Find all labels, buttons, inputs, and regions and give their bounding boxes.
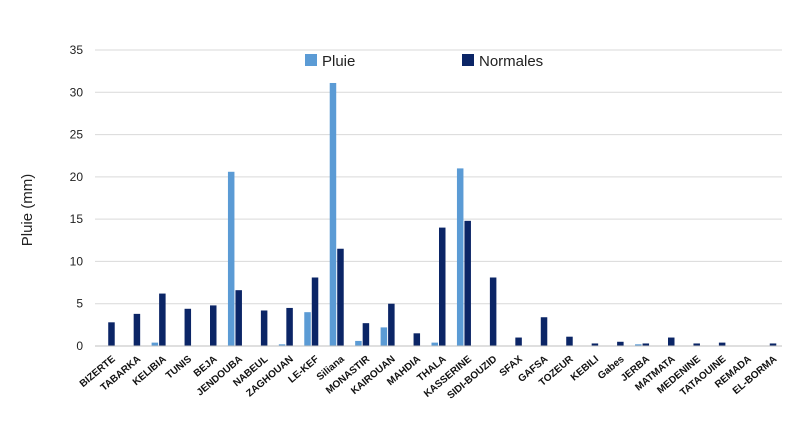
bar-normales-kebili [591,343,599,346]
bar-normales-kelibia [159,293,166,346]
legend-swatch-normales [462,54,474,66]
bar-normales-matmata [668,337,675,346]
legend: Pluie Normales [305,53,543,70]
bar-pluie-zaghouan [278,344,286,346]
bar-normales-kairouan [388,303,395,346]
bars [108,82,777,347]
y-tick-label: 20 [70,170,84,184]
bar-pluie-jerba [635,344,642,346]
y-tick-label: 5 [76,297,83,311]
y-tick-label: 10 [70,254,84,268]
y-axis-label: Pluie (mm) [19,174,36,247]
bar-normales-bizerte [108,322,115,346]
bar-normales-le-kef [311,277,319,346]
y-gridlines [95,49,782,305]
y-tick-labels: 0 5 10 15 20 25 30 35 [70,43,84,353]
bar-pluie-kairouan [380,327,388,346]
bar-pluie-kelibia [151,342,159,346]
bar-pluie-kasserine [456,168,464,346]
bar-normales-gafsa [540,317,548,346]
bar-normales-kasserine [464,220,471,346]
bar-normales-beja [210,305,217,346]
bar-normales-jendouba [235,290,242,346]
x-tick-labels: BIZERTETABARKAKELIBIATUNISBEJAJENDOUBANA… [78,353,779,401]
bar-normales-nabeul [260,310,268,346]
bar-normales-mahdia [413,333,421,346]
bar-normales-sfax [515,337,522,346]
bar-normales-tataouine [718,342,726,346]
bar-normales-tunis [184,308,192,346]
bar-normales-zaghouan [286,307,293,346]
y-tick-label: 25 [70,128,84,142]
legend-label-pluie: Pluie [322,53,355,70]
bar-normales-jerba [642,343,650,346]
legend-swatch-pluie [305,54,317,66]
bar-normales-tozeur [566,336,573,346]
bar-normales-tabarka [133,313,141,346]
bar-normales-gabes [617,341,624,346]
bar-pluie-le-kef [304,312,311,346]
x-tick-label: TUNIS [164,354,194,382]
legend-label-normales: Normales [479,53,543,70]
bar-normales-monastir [362,323,370,346]
bar-normales-siliana [337,248,344,346]
bar-pluie-siliana [329,82,337,347]
bar-pluie-thala [431,342,438,346]
bar-normales-sidi-bouzid [489,277,497,346]
bar-normales-thala [439,227,446,346]
bar-normales-medenine [693,343,700,346]
bar-normales-el-borma [769,343,777,346]
x-tick-label: KEBILI [569,354,601,384]
y-tick-label: 35 [70,43,84,57]
bar-pluie-monastir [355,340,362,346]
y-tick-label: 30 [70,85,84,99]
y-tick-label: 15 [70,212,84,226]
bar-pluie-jendouba [227,171,235,346]
y-tick-label: 0 [76,339,83,353]
